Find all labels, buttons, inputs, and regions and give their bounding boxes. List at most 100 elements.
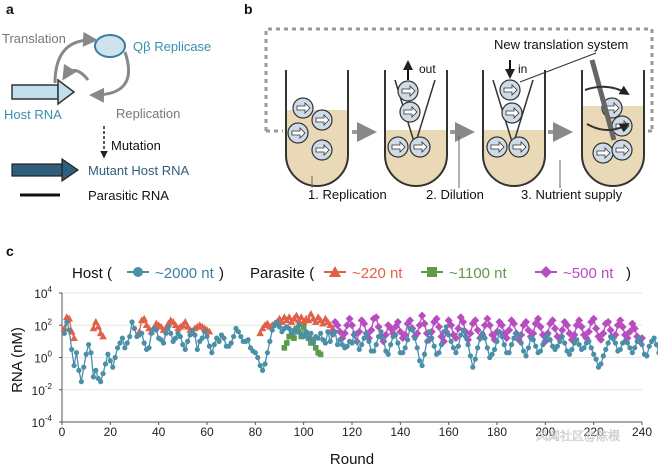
data-point	[351, 330, 358, 336]
mutant-host-rna-label: Mutant Host RNA	[88, 163, 189, 178]
x-tick-label: 240	[632, 425, 652, 439]
x-axis-title: Round	[330, 451, 374, 468]
data-point	[471, 316, 480, 325]
data-point	[508, 342, 515, 348]
data-point	[245, 337, 251, 343]
data-point	[293, 325, 300, 332]
data-point	[616, 316, 625, 325]
data-point	[523, 353, 529, 359]
data-point	[501, 342, 507, 348]
p500-legend-value: ~500 nt	[563, 265, 614, 282]
x-tick-label: 40	[152, 425, 166, 439]
data-point	[359, 342, 365, 348]
data-point	[274, 319, 280, 325]
data-point	[484, 345, 490, 351]
data-point	[624, 340, 631, 346]
data-point	[99, 332, 107, 340]
data-point	[505, 326, 514, 335]
data-point	[344, 343, 350, 349]
tube-wall	[285, 70, 349, 187]
data-point	[343, 321, 352, 330]
data-point	[286, 333, 292, 340]
data-point	[520, 348, 527, 354]
series-circle	[61, 319, 658, 385]
host-legend-value: ~2000 nt	[155, 265, 215, 282]
x-tick-label: 100	[294, 425, 314, 439]
data-point	[470, 364, 476, 370]
vesicle-4	[409, 136, 431, 158]
data-point	[577, 322, 586, 331]
data-point	[333, 321, 342, 330]
data-point	[259, 367, 266, 373]
data-point	[119, 335, 126, 341]
data-point	[98, 379, 104, 385]
data-point	[402, 345, 408, 351]
data-point	[76, 367, 82, 373]
vesicle-3	[387, 136, 409, 158]
cycle-loop	[264, 27, 654, 131]
data-point	[450, 345, 457, 351]
rna-arrow-icon	[503, 84, 518, 96]
data-point	[426, 329, 432, 335]
data-point	[562, 340, 568, 346]
data-point	[604, 318, 613, 327]
data-point	[516, 332, 522, 338]
data-point	[489, 351, 495, 357]
data-point	[598, 361, 604, 367]
step3-label: 3. Nutrient supply	[521, 187, 623, 202]
vesicle-3	[592, 142, 614, 164]
mutation-label: Mutation	[111, 138, 161, 153]
data-point	[421, 351, 428, 357]
data-point	[400, 350, 406, 356]
data-point	[429, 335, 435, 341]
data-point	[482, 335, 488, 341]
data-point	[78, 379, 84, 385]
data-point	[632, 345, 638, 351]
data-point	[267, 338, 273, 344]
data-point	[530, 337, 536, 343]
data-point	[337, 337, 343, 343]
data-point	[180, 342, 186, 348]
data-point	[146, 345, 152, 351]
replication-arrow	[89, 51, 130, 103]
data-point	[537, 348, 544, 354]
data-point	[406, 316, 414, 325]
data-point	[558, 326, 567, 335]
data-point	[361, 335, 367, 341]
replicase-ellipse	[94, 34, 126, 58]
data-point	[639, 342, 645, 348]
rna-arrow-icon	[615, 144, 630, 156]
data-point	[81, 364, 87, 370]
data-point	[466, 329, 475, 338]
data-point	[199, 335, 205, 341]
data-point	[417, 358, 423, 364]
host-rna-label: Host RNA	[4, 107, 62, 122]
data-point	[209, 350, 215, 356]
data-point	[255, 354, 261, 361]
data-point	[367, 326, 376, 335]
data-point	[112, 354, 118, 361]
data-point	[185, 338, 191, 344]
data-point	[354, 338, 360, 344]
data-point	[301, 333, 307, 340]
data-point	[447, 321, 456, 330]
host-legend-marker	[133, 267, 143, 277]
vesicle-4	[311, 139, 333, 161]
data-point	[419, 362, 425, 369]
x-tick-label: 120	[342, 425, 362, 439]
data-point	[485, 321, 494, 330]
data-point	[612, 340, 619, 346]
legend: Host ( ~2000 nt ) Parasite ( ~220 nt ~11…	[72, 265, 631, 282]
data-point	[60, 324, 69, 332]
data-point	[94, 322, 103, 330]
data-point	[454, 324, 463, 333]
p1100-legend-value: ~1100 nt	[449, 265, 508, 282]
watermark: 风闻社区@陈根	[536, 428, 620, 443]
data-point	[420, 319, 429, 328]
data-point	[636, 335, 643, 341]
data-point	[216, 338, 222, 344]
data-point	[334, 342, 341, 348]
data-point	[499, 333, 505, 340]
data-point	[163, 330, 169, 336]
